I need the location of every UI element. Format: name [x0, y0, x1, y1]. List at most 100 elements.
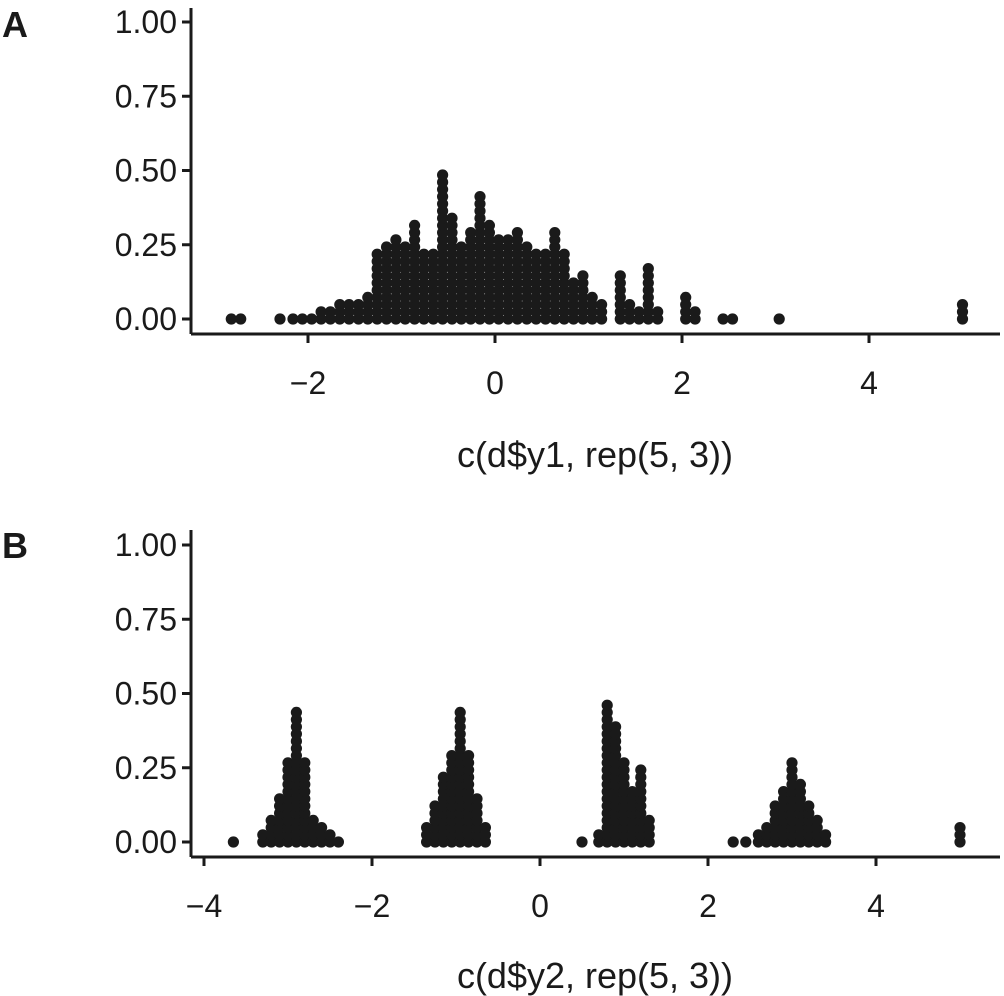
data-dot: [282, 757, 294, 769]
data-dot: [626, 786, 639, 798]
x-tick-label: −2: [354, 888, 390, 924]
data-dot: [315, 306, 327, 318]
data-dot: [576, 836, 588, 848]
data-dot: [371, 248, 383, 260]
panel-a: A 0.00 0.25 0.50 0.75 1.00 −2 0 2 4 c(d$y1, rep(…: [2, 4, 1000, 475]
data-dot: [437, 771, 449, 783]
panel-a-tag: A: [2, 4, 28, 45]
x-tick-label: 4: [860, 365, 878, 401]
x-tick-label: 4: [867, 888, 885, 924]
y-tick-label: 0.75: [115, 601, 177, 637]
data-dot: [235, 313, 247, 325]
data-dot: [465, 227, 477, 239]
data-dot: [635, 764, 647, 776]
x-tick-label: 0: [531, 888, 549, 924]
data-dot: [307, 814, 319, 827]
data-dot: [324, 829, 336, 841]
data-dot: [257, 829, 269, 841]
panel-a-dots: [225, 169, 969, 325]
data-dot: [334, 299, 346, 311]
data-dot: [511, 227, 523, 239]
panel-b-tag: B: [2, 525, 28, 566]
data-dot: [290, 706, 302, 719]
data-dot: [306, 313, 318, 325]
data-dot: [601, 699, 613, 711]
data-dot: [471, 793, 483, 805]
data-dot: [493, 234, 505, 246]
data-dot: [769, 800, 781, 812]
data-dot: [549, 227, 561, 239]
data-dot: [409, 219, 421, 231]
data-dot: [820, 829, 832, 841]
data-dot: [225, 313, 237, 325]
x-tick-label: 0: [486, 365, 504, 401]
data-dot: [803, 800, 815, 812]
data-dot: [429, 800, 441, 812]
panel-a-x-axis-title: c(d$y1, rep(5, 3)): [457, 434, 733, 475]
y-tick-label: 0.00: [115, 301, 177, 337]
data-dot: [643, 814, 655, 827]
data-dot: [332, 836, 344, 848]
data-dot: [596, 299, 608, 311]
y-tick-label: 0.25: [115, 750, 177, 786]
data-dot: [479, 822, 491, 834]
data-dot: [265, 814, 277, 827]
y-tick-label: 1.00: [115, 4, 177, 40]
data-dot: [343, 299, 355, 311]
x-tick-label: −4: [186, 888, 222, 924]
data-dot: [577, 270, 589, 282]
data-dot: [483, 219, 495, 231]
data-dot: [287, 313, 299, 325]
x-tick-label: −2: [290, 365, 326, 401]
data-dot: [689, 306, 701, 318]
data-dot: [474, 191, 486, 203]
data-dot: [618, 757, 630, 769]
data-dot: [437, 169, 449, 181]
data-dot: [521, 241, 533, 253]
data-dot: [299, 757, 311, 769]
panel-b: B 0.00 0.25 0.50 0.75 1.00 −4 −2 0 2 4 c(d$y2, re…: [2, 525, 1000, 996]
data-dot: [567, 277, 580, 289]
data-dot: [740, 836, 752, 848]
panel-b-x-axis-title: c(d$y2, rep(5, 3)): [457, 955, 733, 996]
data-dot: [752, 829, 765, 841]
x-tick-label: 2: [673, 365, 691, 401]
data-dot: [324, 306, 336, 318]
data-dot: [652, 306, 664, 318]
data-dot: [454, 706, 466, 719]
data-dot: [593, 829, 605, 841]
data-dot: [530, 248, 542, 260]
data-dot: [610, 721, 622, 733]
data-dot: [362, 291, 374, 303]
data-dot: [642, 263, 654, 275]
data-dot: [446, 750, 458, 762]
panel-b-ticks: 0.00 0.25 0.50 0.75 1.00 −4 −2 0 2 4: [115, 527, 885, 924]
data-dot: [274, 313, 286, 325]
data-dot: [502, 234, 514, 246]
y-tick-label: 0.25: [115, 227, 177, 263]
data-dot: [624, 299, 636, 311]
data-dot: [633, 306, 645, 318]
data-dot: [614, 270, 626, 282]
data-dot: [296, 313, 308, 325]
data-dot: [811, 814, 823, 827]
data-dot: [778, 786, 790, 798]
data-dot: [418, 248, 430, 260]
data-dot: [558, 248, 570, 260]
data-dot: [761, 822, 773, 834]
data-dot: [463, 750, 475, 762]
data-dot: [956, 299, 969, 311]
data-dot: [421, 822, 433, 834]
data-dot: [786, 757, 798, 769]
data-dot: [352, 299, 365, 311]
y-tick-label: 0.50: [115, 153, 177, 189]
data-dot: [399, 241, 411, 253]
data-dot: [727, 836, 739, 848]
data-dot: [380, 241, 393, 253]
data-dot: [446, 212, 458, 224]
y-tick-label: 1.00: [115, 527, 177, 563]
panel-a-ticks: 0.00 0.25 0.50 0.75 1.00 −2 0 2 4: [115, 4, 878, 401]
data-dot: [316, 822, 328, 834]
data-dot: [680, 291, 692, 303]
